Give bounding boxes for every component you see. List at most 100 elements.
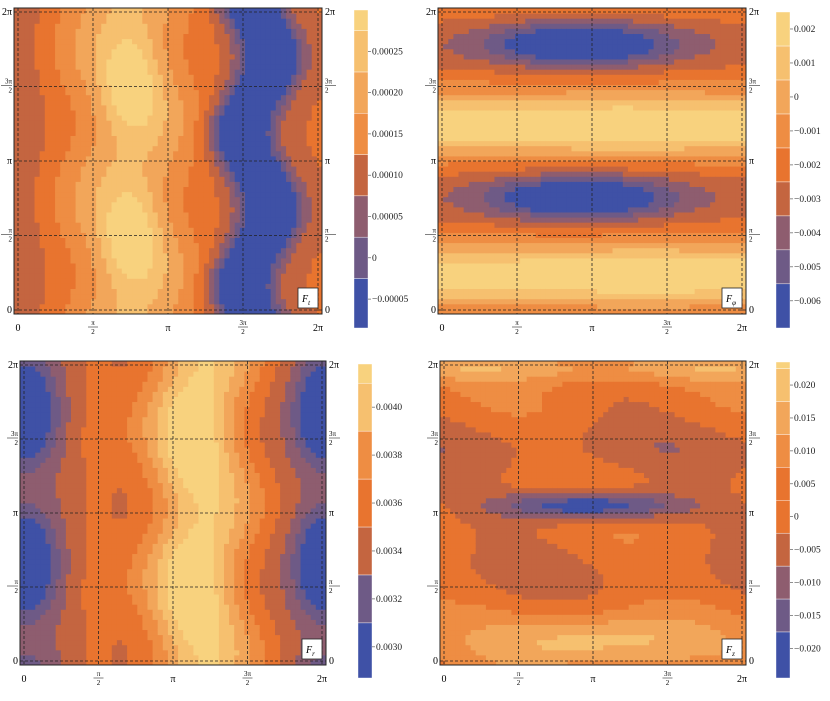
heatmap-cell (468, 298, 475, 305)
heatmap-cell (448, 176, 454, 182)
heatmap-cell (484, 257, 490, 264)
heatmap-cell (14, 186, 20, 193)
heatmap-cell (316, 181, 323, 187)
heatmap-cell (473, 135, 480, 142)
heatmap-cell (306, 43, 313, 50)
heatmap-cell (219, 308, 225, 315)
heatmap-cell (530, 140, 537, 147)
heatmap-cell (106, 242, 113, 249)
heatmap-cell (132, 18, 138, 24)
heatmap-cell (65, 273, 71, 279)
heatmap-cell (19, 99, 25, 106)
heatmap-cell (504, 196, 511, 203)
heatmap-cell (443, 206, 449, 213)
heatmap-cell (250, 201, 256, 208)
heatmap-cell (65, 48, 71, 55)
heatmap-cell (157, 94, 164, 101)
heatmap-cell (178, 206, 184, 213)
heatmap-cell (311, 212, 318, 218)
heatmap-cell (504, 135, 511, 142)
heatmap-cell (49, 74, 56, 80)
heatmap-cell (147, 308, 154, 315)
heatmap-cell (530, 38, 537, 45)
heatmap-cell (286, 242, 292, 249)
heatmap-cell (173, 79, 179, 85)
heatmap-cell (316, 308, 323, 315)
heatmap-cell (34, 201, 41, 208)
heatmap-cell (162, 196, 169, 203)
heatmap-cell (280, 38, 287, 45)
heatmap-cell (188, 308, 195, 315)
heatmap-cell (494, 257, 501, 264)
heatmap-cell (49, 283, 56, 289)
heatmap-cell (203, 252, 210, 259)
heatmap-cell (270, 237, 277, 244)
heatmap-cell (101, 227, 107, 233)
heatmap-cell (473, 48, 480, 55)
heatmap-cell (219, 268, 225, 274)
heatmap-cell (14, 201, 20, 208)
heatmap-cell (494, 288, 501, 295)
heatmap-cell (463, 38, 470, 45)
heatmap-cell (265, 13, 272, 19)
heatmap-cell (142, 288, 148, 295)
heatmap-cell (229, 171, 236, 177)
heatmap-cell (473, 308, 480, 315)
heatmap-cell (540, 222, 547, 228)
heatmap-cell (55, 115, 61, 121)
heatmap-cell (96, 303, 102, 310)
heatmap-cell (111, 94, 118, 101)
heatmap-cell (306, 237, 313, 244)
heatmap-cell (121, 278, 128, 284)
heatmap-cell (286, 79, 292, 85)
heatmap-cell (101, 288, 107, 295)
heatmap-cell (443, 283, 449, 289)
heatmap-cell (530, 191, 537, 198)
heatmap-cell (19, 288, 25, 295)
heatmap-cell (44, 222, 51, 228)
heatmap-cell (530, 130, 537, 136)
heatmap-cell (296, 191, 302, 198)
heatmap-cell (438, 89, 444, 96)
heatmap-cell (39, 303, 46, 310)
heatmap-cell (162, 18, 169, 24)
heatmap-cell (152, 125, 159, 131)
heatmap-cell (80, 298, 87, 305)
heatmap-cell (75, 69, 82, 75)
heatmap-cell (188, 150, 195, 157)
heatmap-cell (126, 161, 133, 167)
heatmap-cell (178, 222, 184, 228)
heatmap-cell (515, 43, 521, 50)
heatmap-cell (443, 166, 449, 172)
heatmap-cell (101, 135, 107, 142)
heatmap-cell (525, 13, 531, 19)
heatmap-cell (540, 104, 547, 111)
heatmap-cell (499, 48, 506, 55)
heatmap-cell (96, 110, 102, 116)
heatmap-cell (178, 150, 184, 157)
heatmap-cell (106, 268, 113, 274)
heatmap-cell (280, 89, 287, 96)
heatmap-cell (448, 155, 454, 162)
heatmap-cell (24, 38, 30, 45)
tick-label-num: π (8, 227, 12, 235)
heatmap-cell (448, 64, 454, 70)
heatmap-cell (468, 206, 475, 213)
heatmap-cell (142, 273, 148, 279)
heatmap-cell (116, 308, 123, 315)
heatmap-cell (275, 181, 282, 187)
heatmap-cell (193, 237, 200, 244)
heatmap-cell (489, 94, 495, 101)
heatmap-cell (275, 298, 282, 305)
heatmap-cell (438, 64, 444, 70)
heatmap-cell (157, 43, 164, 50)
heatmap-cell (214, 48, 220, 55)
heatmap-cell (198, 53, 205, 60)
heatmap-cell (239, 303, 246, 310)
heatmap-cell (203, 196, 210, 203)
heatmap-cell (316, 150, 323, 157)
heatmap-cell (75, 23, 82, 29)
heatmap-cell (291, 288, 297, 295)
